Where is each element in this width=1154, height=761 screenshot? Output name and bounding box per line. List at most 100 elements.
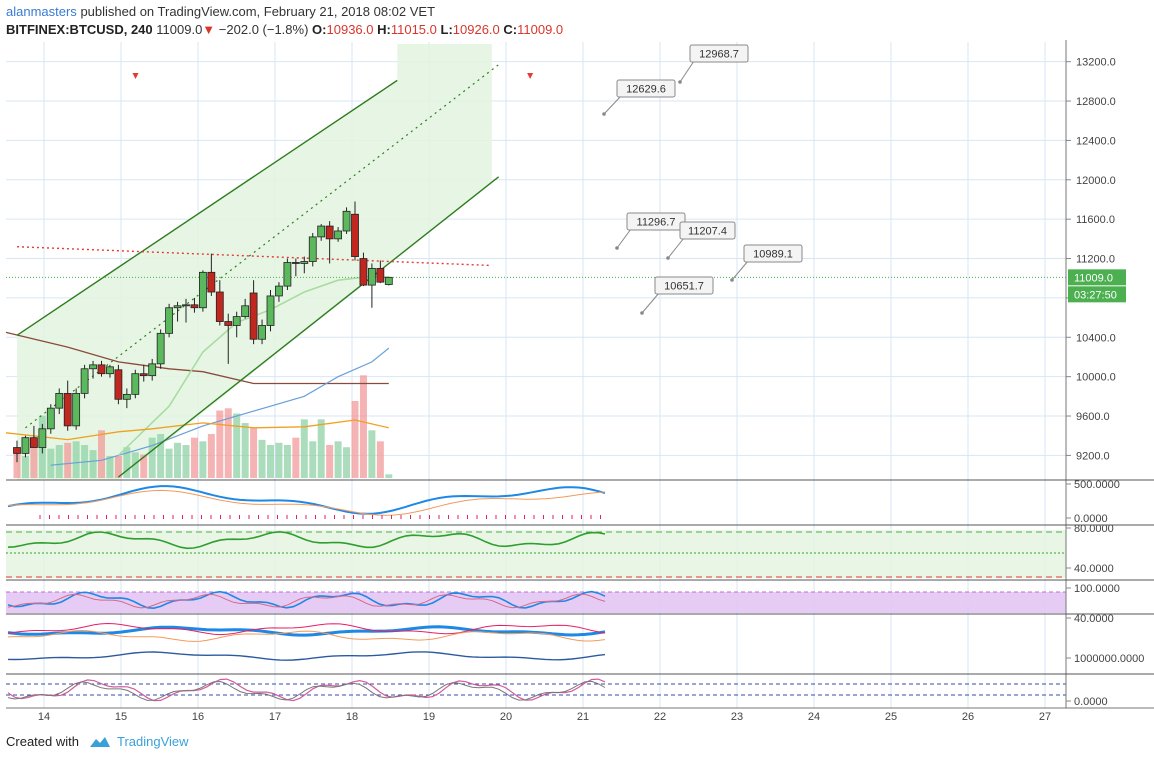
y-tick-label: 11600.0 bbox=[1076, 214, 1115, 226]
indicator-axis-label: 0.0000 bbox=[1074, 696, 1108, 708]
candle-body[interactable] bbox=[258, 325, 266, 340]
volume-bar bbox=[30, 437, 38, 478]
volume-bar bbox=[190, 437, 198, 478]
candle-body[interactable] bbox=[266, 295, 275, 326]
candle-body[interactable] bbox=[165, 307, 174, 334]
price-callout[interactable] bbox=[743, 244, 803, 263]
candle-body[interactable] bbox=[89, 364, 97, 370]
callout-anchor bbox=[615, 246, 619, 250]
volume-bar bbox=[123, 447, 131, 478]
volume-bar bbox=[275, 442, 283, 478]
indicator-axis-label: 1000000.0000 bbox=[1074, 653, 1144, 665]
volume-bar bbox=[368, 430, 376, 478]
chart-header: alanmasters published on TradingView.com… bbox=[6, 3, 563, 39]
candle-body[interactable] bbox=[21, 437, 30, 454]
candle-body[interactable] bbox=[156, 332, 165, 365]
tradingview-link[interactable]: TradingView bbox=[116, 734, 189, 749]
volume-bar bbox=[326, 445, 334, 478]
candle-body[interactable] bbox=[190, 304, 199, 309]
volume-bar bbox=[292, 437, 300, 478]
candle-body[interactable] bbox=[317, 225, 326, 238]
price-callout[interactable] bbox=[689, 44, 749, 63]
osc-signal-line bbox=[7, 680, 606, 701]
candle-body[interactable] bbox=[376, 267, 385, 283]
candle-body[interactable] bbox=[72, 392, 81, 427]
x-tick-label: 19 bbox=[423, 711, 435, 723]
channel-fill bbox=[17, 44, 492, 480]
candle-body[interactable] bbox=[249, 292, 258, 340]
x-tick-label: 14 bbox=[38, 711, 50, 723]
price-callout-text: 10651.7 bbox=[664, 281, 704, 293]
candle-body[interactable] bbox=[97, 364, 106, 375]
y-tick-label: 12800.0 bbox=[1076, 96, 1116, 108]
di-minus-line bbox=[7, 629, 606, 642]
candle-body[interactable] bbox=[224, 321, 233, 326]
candle-body[interactable] bbox=[55, 392, 64, 409]
x-tick-label: 26 bbox=[962, 711, 974, 723]
candle-body[interactable] bbox=[29, 437, 38, 448]
price-callout[interactable] bbox=[679, 221, 736, 240]
candle-body[interactable] bbox=[351, 213, 359, 257]
author-name[interactable]: alanmasters bbox=[6, 4, 77, 19]
rsi-line bbox=[7, 530, 606, 550]
candle-body[interactable] bbox=[207, 271, 216, 293]
candle-body[interactable] bbox=[38, 428, 47, 448]
volume-bar bbox=[351, 401, 359, 478]
open-value: 10936.0 bbox=[326, 22, 374, 37]
price-callout[interactable] bbox=[616, 79, 676, 98]
x-tick-label: 25 bbox=[885, 711, 897, 723]
candle-body[interactable] bbox=[232, 316, 241, 326]
candle-body[interactable] bbox=[291, 262, 300, 264]
channel-top-line bbox=[16, 79, 398, 336]
candle-body[interactable] bbox=[46, 407, 55, 430]
candle-body[interactable] bbox=[139, 373, 148, 377]
candle-body[interactable] bbox=[80, 368, 89, 394]
published-text: published on TradingView.com, February 2… bbox=[80, 4, 436, 19]
candle-body[interactable] bbox=[359, 258, 368, 286]
volume-bar bbox=[385, 474, 393, 478]
candle-body[interactable] bbox=[122, 393, 131, 400]
candle-body[interactable] bbox=[300, 261, 309, 264]
candle-body[interactable] bbox=[148, 363, 157, 377]
candle-body[interactable] bbox=[367, 267, 376, 286]
candle-body[interactable] bbox=[342, 210, 351, 232]
y-tick-label: 10000.0 bbox=[1076, 372, 1116, 384]
volume-bar bbox=[216, 410, 224, 478]
price-chart[interactable]: 12968.7 12629.6 11296.7 11207.4 10989.1 10651… bbox=[0, 40, 1154, 730]
last-price-tag-text: 11009.0 bbox=[1074, 272, 1113, 284]
candle-body[interactable] bbox=[182, 304, 190, 307]
symbol-label: BITFINEX:BTCUSD, 240 bbox=[6, 22, 153, 37]
price-callout[interactable] bbox=[654, 276, 714, 295]
candle-body[interactable] bbox=[241, 305, 250, 318]
candle-body[interactable] bbox=[275, 285, 283, 297]
candle-body[interactable] bbox=[334, 230, 343, 240]
price-callout-text: 11207.4 bbox=[688, 226, 727, 238]
indicator-axis-label: 100.0000 bbox=[1074, 583, 1120, 595]
volume-bar bbox=[174, 442, 182, 478]
last-price-tag bbox=[1068, 269, 1126, 286]
volume-bar bbox=[47, 448, 55, 478]
low-value: 10926.0 bbox=[452, 22, 500, 37]
candle-body[interactable] bbox=[325, 225, 334, 240]
candle-body[interactable] bbox=[13, 447, 21, 454]
volume-bar bbox=[343, 447, 351, 478]
candle-body[interactable] bbox=[308, 236, 317, 262]
candle-body[interactable] bbox=[283, 262, 292, 287]
change-arrow-icon: ▼ bbox=[202, 22, 216, 37]
rsi-band bbox=[6, 530, 1066, 578]
callout-pointer bbox=[641, 292, 660, 314]
volume-bar bbox=[267, 445, 274, 478]
candle-body[interactable] bbox=[106, 366, 114, 375]
candle-body[interactable] bbox=[384, 276, 393, 285]
candle-body[interactable] bbox=[131, 373, 140, 395]
osc-line bbox=[7, 678, 606, 702]
y-tick-label: 13200.0 bbox=[1076, 57, 1116, 69]
candle-body[interactable] bbox=[215, 291, 224, 322]
candle-body[interactable] bbox=[173, 305, 182, 309]
x-tick-label: 17 bbox=[269, 711, 281, 723]
x-tick-label: 22 bbox=[654, 711, 666, 723]
candle-body[interactable] bbox=[63, 392, 72, 427]
x-tick-label: 18 bbox=[346, 711, 358, 723]
candle-body[interactable] bbox=[114, 369, 123, 400]
candle-body[interactable] bbox=[198, 271, 207, 309]
